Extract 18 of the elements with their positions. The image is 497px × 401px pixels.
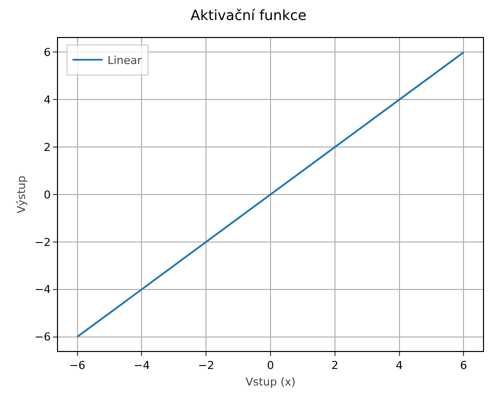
x-tick-label: −4 [134,359,150,372]
chart-title: Aktivační funkce [190,8,306,24]
y-tick-label: 2 [44,140,51,154]
y-tick-label: −2 [34,236,51,249]
x-tick-label: 6 [460,359,468,372]
x-tick-label: 0 [267,359,274,372]
legend-label: Linear [108,54,142,68]
y-tick-label: −4 [34,283,51,296]
x-tick-label: 4 [396,359,403,372]
x-axis-title: Vstup (x) [245,375,296,388]
x-tick-label: −2 [198,359,214,372]
y-tick-label: 0 [44,188,51,202]
x-tick-label: 2 [331,359,338,372]
y-tick-label: −6 [34,330,51,344]
y-tick-label: 6 [44,46,51,60]
x-tick-label: −6 [69,359,86,372]
y-tick-label: 4 [44,94,51,106]
y-axis-title: Výstup [15,176,28,214]
